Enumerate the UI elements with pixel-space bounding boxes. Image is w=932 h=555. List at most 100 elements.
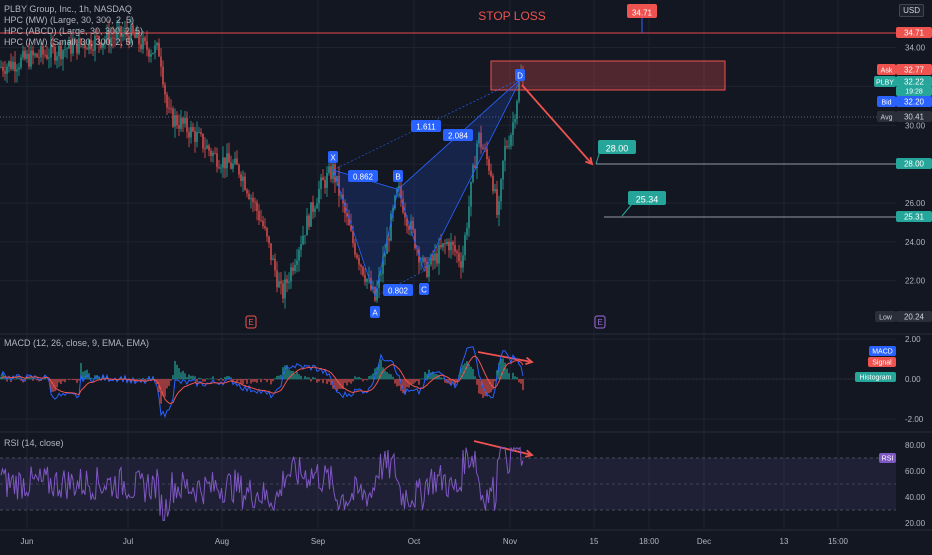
candle-body [442,243,443,247]
macd-hist-bar [58,379,59,382]
candle-body [296,261,297,265]
macd-hist-bar [280,375,281,379]
x-tick-label: Jun [21,537,34,546]
macd-hist-bar [250,379,251,383]
candle-body [242,176,243,180]
macd-hist-bar [322,379,323,383]
low-tag: Low [879,315,893,322]
macd-hist-bar [186,377,187,379]
macd-hist-bar [14,379,15,380]
candle-body [46,55,47,59]
candle-body [32,50,33,55]
candle-body [12,62,13,69]
macd-hist-bar [364,379,365,380]
target1-callout: 28.00 [606,144,629,154]
candle-body [488,159,489,171]
macd-hist-bar [200,378,201,379]
candle-body [262,221,263,226]
candle-body [322,177,323,180]
candle-body [292,267,293,271]
macd-hist-bar [178,368,179,379]
macd-hist-bar [190,376,191,379]
macd-hist-bar [466,361,467,379]
candle-body [10,61,11,69]
candle-body [44,55,45,56]
macd-hist-bar [206,378,207,379]
x-tick-label: Oct [408,537,421,546]
macd-hist-bar [370,376,371,380]
macd-hist-bar [508,373,509,379]
candle-body [364,275,365,282]
candle-body [358,258,359,265]
macd-hist-bar [314,378,315,380]
candle-body [254,202,255,203]
candle-body [306,216,307,236]
macd-legend[interactable]: MACD (12, 26, close, 9, EMA, EMA) [4,338,149,349]
macd-hist-bar [56,379,57,387]
candle-body [326,173,327,188]
candle-body [194,131,195,142]
macd-hist-bar [310,379,311,381]
candle-body [148,50,149,57]
histogram-tag: Histogram [860,375,892,382]
candle-body [468,207,469,229]
pattern-ratio: 0.862 [353,173,374,182]
candle-body [4,71,5,74]
macd-hist-bar [260,379,261,382]
macd-hist-bar [346,379,347,385]
candle-body [232,164,233,169]
macd-hist-bar [298,374,299,379]
macd-hist-bar [274,378,275,379]
legend-indicator-2[interactable]: HPC (ABCD) (Large, 30, 300, 2, 5) [4,26,143,37]
legend-symbol: PLBY Group, Inc., 1h, NASDAQ [4,4,143,15]
candle-body [228,153,229,162]
macd-hist-bar [196,379,197,382]
candle-body [438,245,439,264]
rsi-legend[interactable]: RSI (14, close) [4,438,64,449]
currency-button[interactable]: USD [899,4,924,17]
candle-body [266,228,267,236]
candle-body [362,267,363,275]
candle-body [508,146,509,147]
macd-y-tick: 2.00 [905,335,921,344]
macd-hist-bar [36,379,37,380]
ask-tag: Ask [881,68,893,75]
macd-hist-bar [138,379,139,380]
candle-body [214,153,215,154]
legend-indicator-1[interactable]: HPC (MW) (Large, 30, 300, 2, 5) [4,15,143,26]
macd-hist-bar [64,379,65,382]
candle-body [274,259,275,271]
macd-hist-bar [174,361,175,379]
macd-hist-bar [358,377,359,379]
macd-hist-bar [294,374,295,379]
macd-hist-bar [396,379,397,386]
macd-tag: MACD [872,349,893,356]
macd-hist-bar [416,379,417,381]
candle-body [18,67,19,69]
macd-hist-bar [188,374,189,379]
candle-body [0,67,1,68]
macd-hist-bar [476,379,477,385]
macd-hist-bar [164,379,165,397]
legend-indicator-3[interactable]: HPC (MW) (Small, 30, 300, 2, 5) [4,37,143,48]
candle-body [456,251,457,253]
macd-hist-bar [180,372,181,379]
macd-hist-bar [440,377,441,379]
macd-hist-bar [34,378,35,379]
candle-body [184,118,185,124]
macd-hist-bar [8,378,9,379]
candle-body [452,242,453,245]
candle-body [38,57,39,58]
macd-hist-bar [470,367,471,380]
macd-hist-bar [278,376,279,380]
candle-body [466,228,467,235]
candle-body [168,108,169,109]
macd-hist-bar [462,365,463,379]
y-tick-label: 26.00 [905,199,926,208]
candle-body [460,261,461,268]
macd-hist-bar [70,379,71,380]
macd-hist-bar [252,379,253,382]
macd-hist-bar [78,379,79,381]
candle-body [490,171,491,176]
macd-hist-bar [520,379,521,384]
